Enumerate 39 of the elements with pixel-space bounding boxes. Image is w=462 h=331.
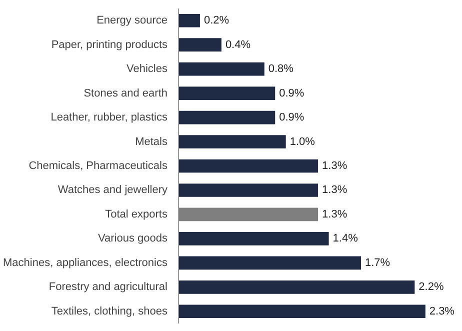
bar <box>178 304 426 318</box>
bar <box>178 280 415 294</box>
data-label: 0.9% <box>279 112 304 124</box>
y-tick-label: Total exports <box>105 208 168 220</box>
y-tick-label: Watches and jewellery <box>58 184 168 196</box>
data-label: 0.8% <box>268 63 294 76</box>
y-tick-label: Vehicles <box>126 63 168 76</box>
data-label: 1.0% <box>290 136 316 148</box>
data-label: 2.3% <box>429 305 455 318</box>
data-label: 0.9% <box>279 87 304 100</box>
data-label: 1.3% <box>322 208 348 220</box>
y-tick-label: Chemicals, Pharmaceuticals <box>28 160 168 172</box>
bar <box>178 159 318 173</box>
y-tick-label: Textiles, clothing, shoes <box>51 305 168 318</box>
bar <box>178 135 286 148</box>
data-label: 1.3% <box>322 184 348 196</box>
y-tick-label: Energy source <box>96 14 168 27</box>
data-label: 1.7% <box>364 256 390 269</box>
bar <box>178 62 264 76</box>
bar <box>178 110 276 124</box>
data-label: 2.2% <box>418 281 444 294</box>
y-tick-label: Metals <box>135 136 168 148</box>
bar <box>178 184 318 197</box>
bar <box>178 208 318 222</box>
y-tick-label: Paper, printing products <box>51 38 168 51</box>
bar <box>178 86 276 100</box>
bar <box>178 256 361 270</box>
data-label: 0.2% <box>204 14 230 27</box>
y-tick-label: Stones and earth <box>84 87 168 100</box>
y-tick-label: Leather, rubber, plastics <box>50 112 168 124</box>
data-label: 1.3% <box>322 160 348 172</box>
bar <box>178 14 200 28</box>
data-label: 0.4% <box>225 38 251 51</box>
data-label: 1.4% <box>332 232 358 245</box>
bar <box>178 232 329 246</box>
y-tick-label: Forestry and agricultural <box>48 281 168 294</box>
y-tick-label: Various goods <box>98 232 168 245</box>
bar <box>178 38 222 52</box>
y-tick-label: Machines, appliances, electronics <box>3 256 168 269</box>
